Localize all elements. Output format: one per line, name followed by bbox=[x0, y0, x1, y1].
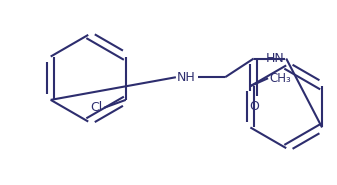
Text: O: O bbox=[249, 100, 258, 113]
Text: HN: HN bbox=[266, 52, 284, 65]
Text: NH: NH bbox=[177, 71, 195, 84]
Text: CH₃: CH₃ bbox=[269, 72, 291, 85]
Text: Cl: Cl bbox=[90, 101, 102, 114]
